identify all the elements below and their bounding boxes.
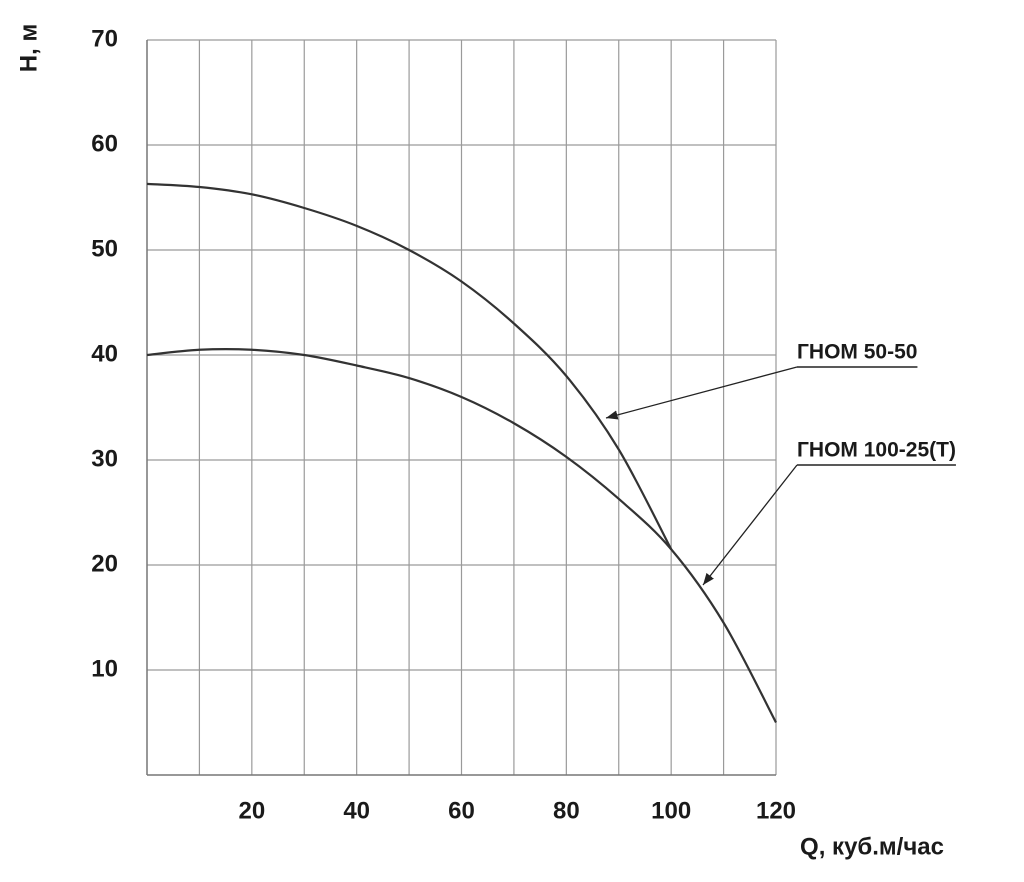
x-tick-label: 100 bbox=[651, 797, 691, 824]
label-arrow bbox=[702, 464, 798, 586]
curve bbox=[146, 347, 777, 724]
y-tick-label: 60 bbox=[91, 130, 118, 157]
x-tick-label: 60 bbox=[448, 797, 475, 824]
x-tick-label: 120 bbox=[756, 797, 796, 824]
y-axis-label: Н, м bbox=[15, 24, 42, 72]
curve bbox=[146, 182, 673, 550]
x-axis-label: Q, куб.м/час bbox=[800, 833, 944, 860]
x-tick-label: 80 bbox=[553, 797, 580, 824]
series-label: ГНОМ 50-50 bbox=[797, 341, 917, 364]
x-tick-label: 20 bbox=[238, 797, 265, 824]
x-tick-label: 40 bbox=[343, 797, 370, 824]
y-tick-label: 40 bbox=[91, 340, 118, 367]
y-tick-label: 30 bbox=[91, 445, 118, 472]
y-tick-label: 70 bbox=[91, 25, 118, 52]
y-tick-label: 20 bbox=[91, 550, 118, 577]
label-arrow bbox=[605, 366, 798, 420]
y-tick-label: 50 bbox=[91, 235, 118, 262]
y-tick-label: 10 bbox=[91, 655, 118, 682]
series-label: ГНОМ 100-25(Т) bbox=[797, 439, 956, 462]
